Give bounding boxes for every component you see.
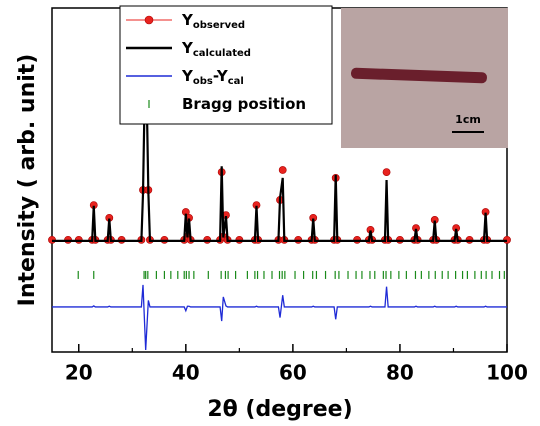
x-tick-label: 100 (486, 361, 528, 385)
series-line (52, 284, 507, 350)
scale-label: 1cm (455, 113, 481, 126)
observed-point (382, 168, 391, 176)
series-line (52, 35, 507, 242)
legend-text: Y (181, 67, 194, 85)
legend-label: Ycalculated (181, 39, 251, 60)
inset-photo: 1cm (341, 8, 508, 148)
crystal-rod (351, 67, 487, 84)
legend-label: Yobs-Ycal (181, 67, 244, 88)
legend-text: -Y (213, 67, 229, 85)
y-axis-label: Intensity ( arb. unit) (15, 54, 40, 307)
x-tick-label: 20 (65, 361, 93, 385)
legend-subscript: calculated (193, 48, 251, 59)
observed-point (278, 166, 287, 174)
legend-subscript: observed (193, 20, 245, 31)
legend-text: Y (181, 11, 194, 29)
legend-box (119, 5, 333, 125)
x-tick-label: 60 (279, 361, 307, 385)
legend-text: Bragg position (182, 95, 306, 113)
legend-label: Bragg position (182, 95, 306, 113)
legend-label: Yobserved (181, 11, 245, 32)
legend-marker (144, 15, 154, 25)
x-tick-label: 80 (386, 361, 414, 385)
legend-text: Y (181, 39, 194, 57)
legend-subscript: cal (228, 76, 244, 87)
x-tick-label: 40 (172, 361, 200, 385)
legend-subscript: obs (193, 76, 213, 87)
x-axis-label: 2θ (degree) (207, 397, 352, 422)
